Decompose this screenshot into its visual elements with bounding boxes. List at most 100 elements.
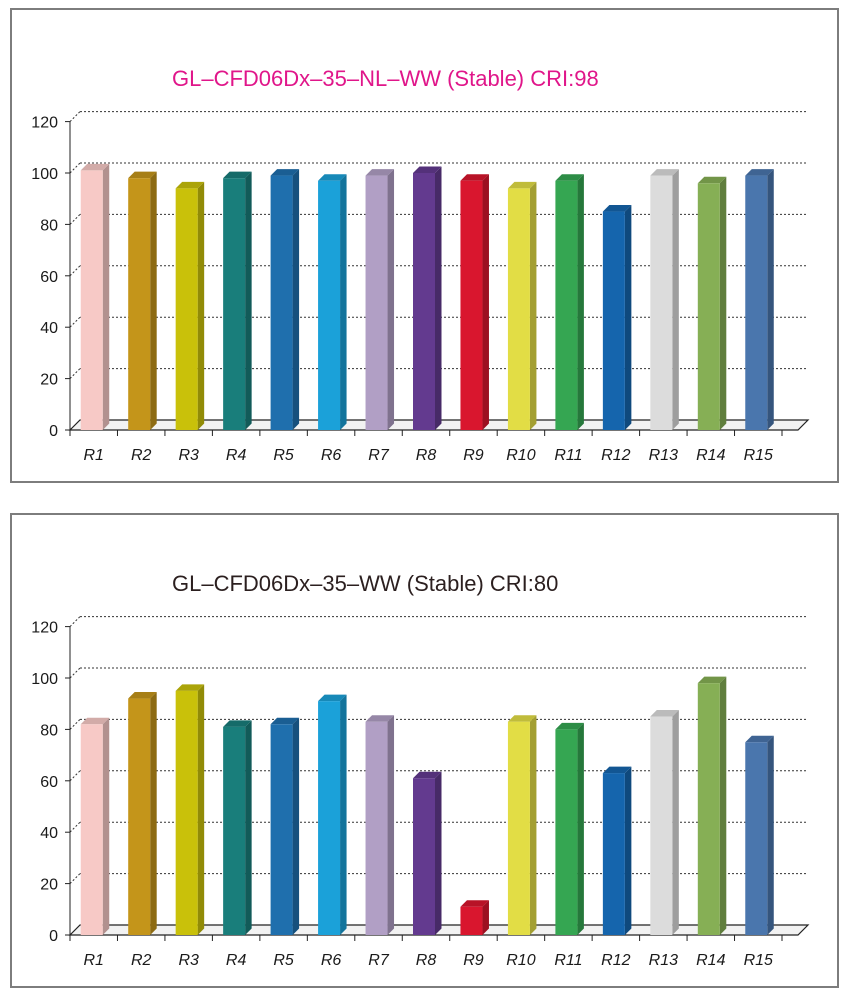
bar-side xyxy=(624,205,632,430)
bar-r2 xyxy=(128,171,157,430)
bar-front xyxy=(507,188,530,430)
bar-top xyxy=(697,176,727,184)
bar-front xyxy=(745,742,768,935)
bar-top xyxy=(270,169,300,176)
x-tick-label: R12 xyxy=(601,447,630,464)
y-tick-label: 100 xyxy=(31,166,58,183)
x-tick-label: R3 xyxy=(178,952,199,969)
bar-r5 xyxy=(270,717,300,935)
bar-front xyxy=(460,180,483,430)
bar-r10 xyxy=(507,715,537,935)
bar-r12 xyxy=(602,205,632,430)
bar-r8 xyxy=(413,771,442,935)
y-tick-label: 40 xyxy=(40,320,58,337)
bar-top xyxy=(697,676,727,684)
bar-top xyxy=(745,169,774,176)
bar-side xyxy=(292,169,300,430)
y-tick-label: 120 xyxy=(31,620,58,637)
bar-top xyxy=(650,169,679,176)
bar-side xyxy=(529,715,537,935)
x-tick-label: R6 xyxy=(321,952,342,969)
bar-front xyxy=(128,178,151,430)
bar-r12 xyxy=(602,766,632,935)
y-tick-label: 120 xyxy=(31,115,58,132)
bar-side xyxy=(150,692,157,935)
chart-panel-cri80: 0 20 40 60 80 100 120 R1 R2 R3 R4 R5 R6 R7 R8 R9 R10 R11 R… xyxy=(10,513,839,988)
bar-side xyxy=(624,766,632,935)
gridline-depth xyxy=(69,214,81,225)
bar-top xyxy=(223,171,252,179)
bar-side xyxy=(197,684,205,935)
chart-title: GL–CFD06Dx–35–NL–WW (Stable) CRI:98 xyxy=(172,66,599,91)
y-tick-label: 80 xyxy=(40,217,58,234)
bar-r1 xyxy=(80,717,110,935)
y-tick-label: 0 xyxy=(49,928,58,945)
bar-chart-cri80: 0 20 40 60 80 100 120 R1 R2 R3 R4 R5 R6 R7 R8 R9 R10 R11 R… xyxy=(31,571,810,969)
bar-side xyxy=(102,163,110,430)
bar-side xyxy=(150,171,157,430)
bar-front xyxy=(602,211,625,430)
bar-front xyxy=(175,188,198,430)
bar-top xyxy=(413,771,442,779)
gridline-depth xyxy=(69,316,81,328)
bar-front xyxy=(697,683,720,935)
bar-top xyxy=(413,166,442,173)
bar-r7 xyxy=(365,715,395,935)
bar-front xyxy=(650,175,673,430)
x-tick-label: R10 xyxy=(506,952,535,969)
x-tick-label: R4 xyxy=(226,952,247,969)
bar-top xyxy=(175,181,205,189)
bar-side xyxy=(435,771,442,935)
bar-side xyxy=(292,717,300,935)
bar-r4 xyxy=(223,171,252,430)
bar-front xyxy=(318,701,341,935)
bar-r13 xyxy=(650,169,679,430)
bar-front xyxy=(318,180,341,430)
bar-front xyxy=(507,721,530,935)
bar-side xyxy=(577,722,584,935)
y-tick-label: 100 xyxy=(31,671,58,688)
bar-front xyxy=(745,175,768,430)
gridline-depth xyxy=(69,873,81,884)
bar-top xyxy=(318,694,347,702)
y-tick-label: 80 xyxy=(40,722,58,739)
bar-side xyxy=(245,720,252,935)
bar-side xyxy=(102,717,110,935)
x-tick-label: R5 xyxy=(273,952,294,969)
bar-side xyxy=(340,694,347,935)
bar-side xyxy=(767,735,774,935)
bar-side xyxy=(529,181,537,430)
bar-front xyxy=(223,178,246,430)
chart-title: GL–CFD06Dx–35–WW (Stable) CRI:80 xyxy=(172,571,558,596)
bar-top xyxy=(745,735,774,743)
bar-top xyxy=(318,174,347,181)
bar-top xyxy=(555,174,584,181)
bar-top xyxy=(460,900,489,907)
x-tick-label: R15 xyxy=(744,447,773,464)
x-tick-label: R10 xyxy=(506,447,535,464)
bar-r3 xyxy=(175,181,205,430)
x-tick-label: R11 xyxy=(554,952,582,969)
bar-r8 xyxy=(413,166,442,430)
bar-r6 xyxy=(318,174,347,430)
bar-front xyxy=(128,698,151,935)
x-tick-label: R7 xyxy=(368,447,390,464)
chart-panel-cri98: 0 20 40 60 80 100 120 R1 R2 R3 R4 R5 R6 R7 R8 R9 R10 R11 R… xyxy=(10,8,839,483)
bar-top xyxy=(602,205,632,212)
gridline-depth xyxy=(69,667,81,679)
x-tick-label: R2 xyxy=(131,447,152,464)
bar-front xyxy=(602,773,625,935)
bar-r14 xyxy=(697,676,727,935)
bar-r14 xyxy=(697,176,727,430)
y-tick-label: 20 xyxy=(40,372,58,389)
x-tick-label: R9 xyxy=(463,447,484,464)
bar-r15 xyxy=(745,169,774,430)
bar-r4 xyxy=(223,720,252,935)
bar-side xyxy=(719,676,727,935)
bar-side xyxy=(482,900,489,935)
x-tick-label: R13 xyxy=(649,952,678,969)
gridline-depth xyxy=(69,821,81,833)
bar-front xyxy=(270,175,293,430)
gridline-depth xyxy=(69,770,81,782)
bar-front xyxy=(365,721,388,935)
